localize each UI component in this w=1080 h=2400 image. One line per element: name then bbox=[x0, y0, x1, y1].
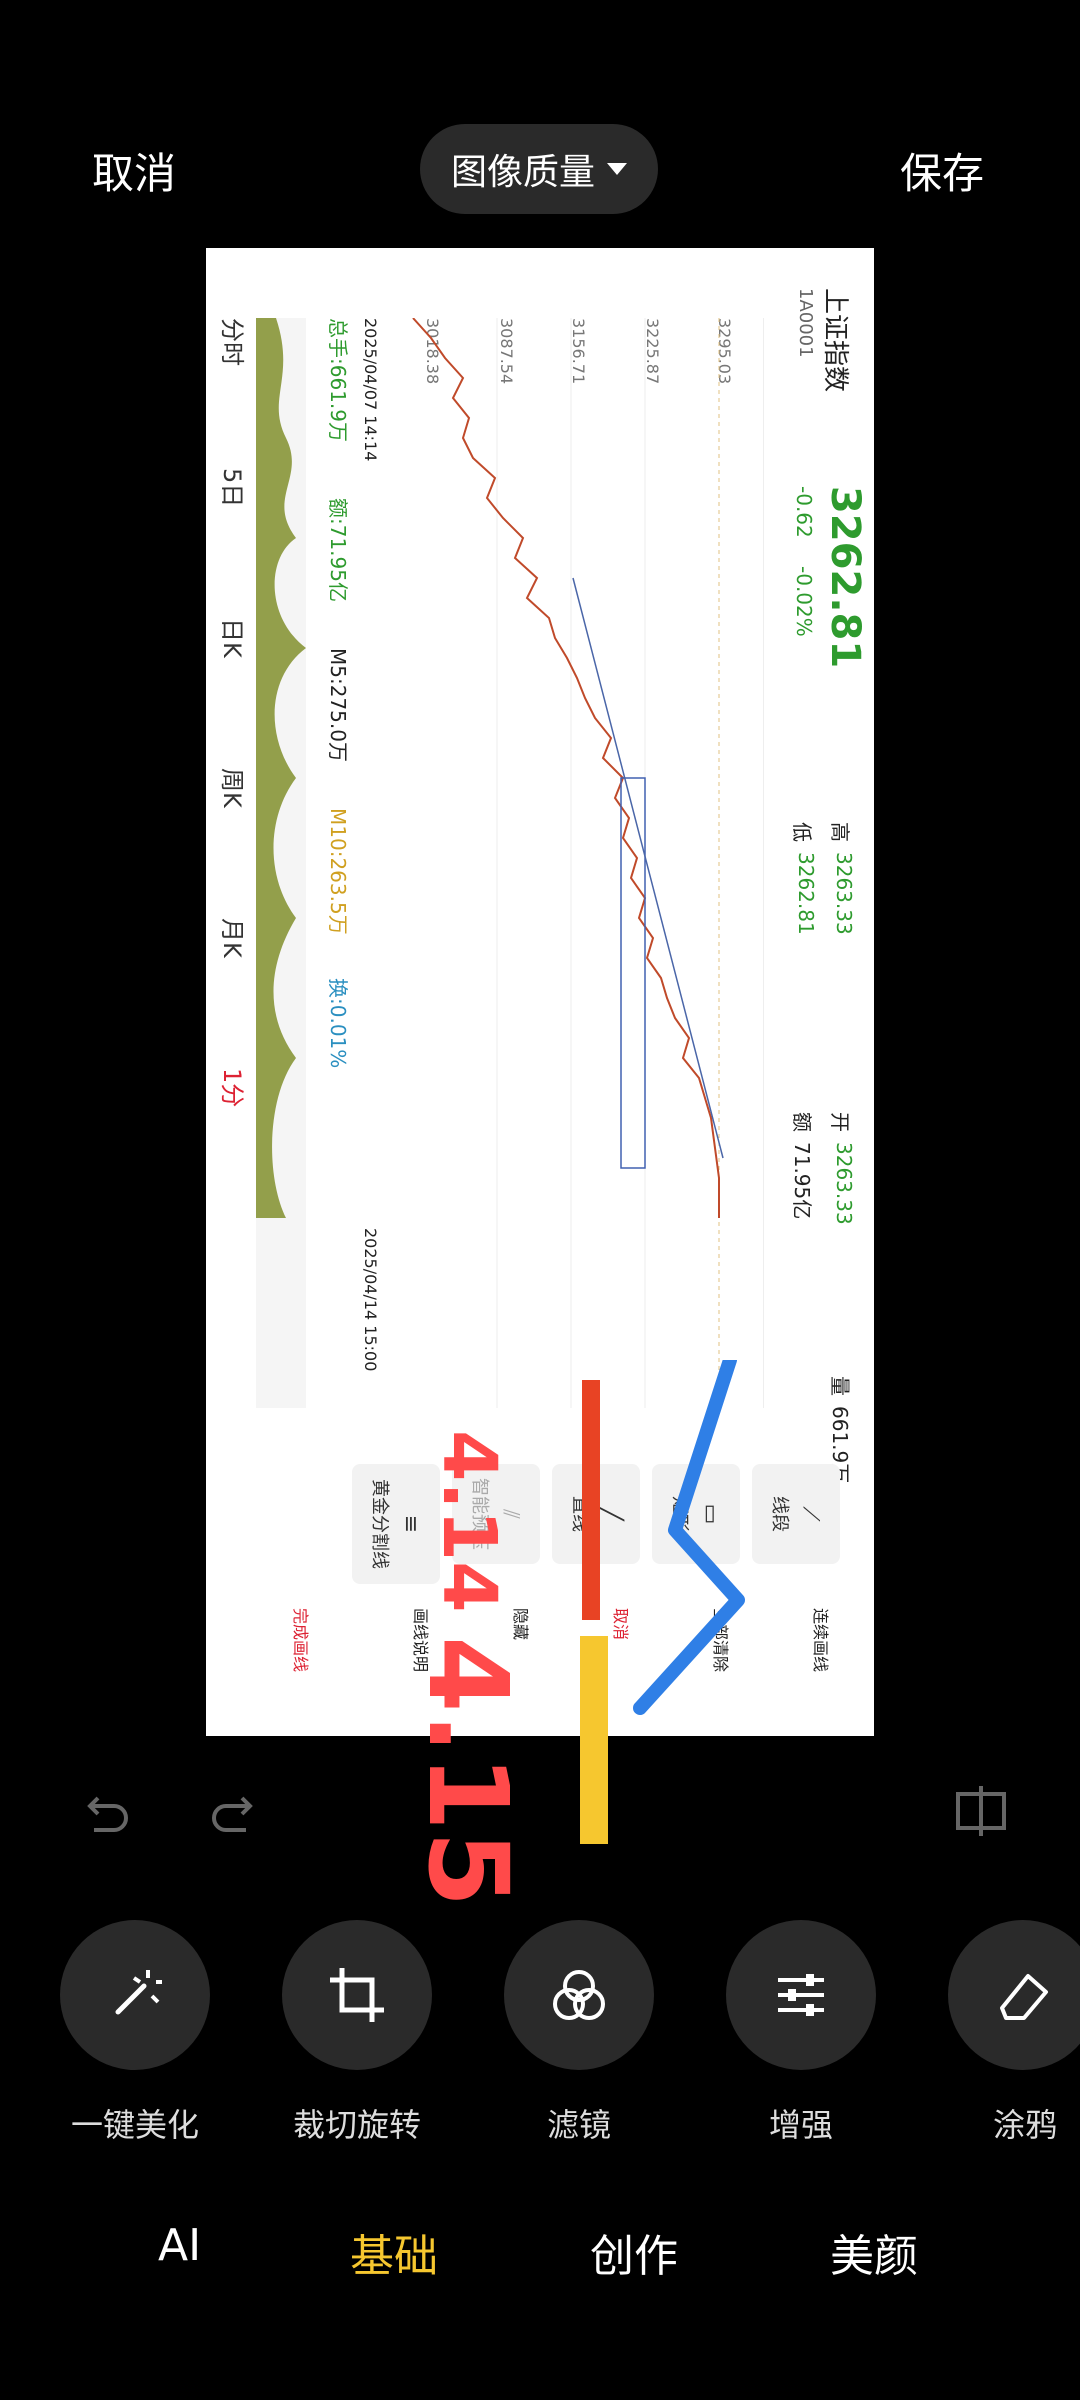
save-button[interactable]: 保存 bbox=[900, 149, 985, 198]
amount-value: 71.95亿 bbox=[790, 1142, 814, 1220]
compare-icon[interactable] bbox=[952, 1782, 1010, 1840]
undo-icon[interactable] bbox=[78, 1786, 134, 1842]
cancel-button[interactable]: 取消 bbox=[92, 149, 177, 198]
stock-name: 上证指数 bbox=[820, 288, 850, 393]
chevron-down-icon bbox=[607, 163, 627, 175]
tab-intraday[interactable]: 分时 bbox=[218, 318, 246, 366]
tab-basic[interactable]: 基础 bbox=[350, 2231, 438, 2282]
crop-rotate-button[interactable] bbox=[282, 1920, 432, 2070]
open-value: 3263.33 bbox=[832, 1142, 856, 1225]
photo-canvas[interactable]: 上证指数 1A0001 3262.81 -0.62 -0.02% 高 3263.… bbox=[206, 248, 874, 1736]
low-label: 低 bbox=[790, 822, 814, 842]
segment-icon: ⟋ bbox=[798, 1506, 824, 1522]
tab-create[interactable]: 创作 bbox=[590, 2231, 678, 2282]
overlay-date-414: 4.14 bbox=[426, 1430, 512, 1613]
redo-icon[interactable] bbox=[206, 1786, 262, 1842]
edit-tools-row: 一键美化 裁切旋转 滤镜 增强 涂鸦 bbox=[0, 1920, 1080, 2144]
start-date: 2025/04/07 14:14 bbox=[361, 318, 380, 462]
low-value: 3262.81 bbox=[794, 852, 818, 935]
price-chart-svg bbox=[412, 317, 724, 1408]
tab-beauty[interactable]: 美颜 bbox=[830, 2231, 918, 2282]
high-label: 高 bbox=[828, 822, 852, 842]
ma5: M5:275.0万 bbox=[326, 648, 350, 762]
enhance-label: 增强 bbox=[768, 2106, 833, 2144]
golden-icon: ≡ bbox=[398, 1514, 424, 1534]
stock-change: -0.62 bbox=[792, 486, 816, 538]
volume-label: 量 bbox=[828, 1376, 852, 1396]
filter-label: 滤镜 bbox=[546, 2106, 611, 2144]
rotated-stock-screenshot: 上证指数 1A0001 3262.81 -0.62 -0.02% 高 3263.… bbox=[206, 248, 874, 1736]
stock-price: 3262.81 bbox=[822, 486, 868, 669]
doodle-label: 涂鸦 bbox=[993, 2106, 1058, 2144]
volume-total: 总手:661.9万 bbox=[326, 318, 350, 442]
amount-label: 额 bbox=[790, 1112, 814, 1132]
volume-bars bbox=[256, 318, 306, 1408]
volume-amount: 额:71.95亿 bbox=[326, 498, 350, 602]
magic-wand-icon bbox=[115, 1970, 162, 2015]
overlay-date-415: 4.15 bbox=[404, 1636, 532, 1908]
doodle-button[interactable] bbox=[948, 1920, 1080, 2070]
eraser-icon bbox=[1000, 1974, 1048, 2020]
ma10: M10:263.5万 bbox=[326, 808, 350, 935]
end-date: 2025/04/14 15:00 bbox=[361, 1228, 380, 1372]
tool-continuous[interactable]: 连续画线 bbox=[811, 1608, 830, 1673]
open-label: 开 bbox=[828, 1112, 852, 1132]
tab-monthly[interactable]: 月K bbox=[218, 918, 246, 958]
filter-button[interactable] bbox=[504, 1920, 654, 2070]
tool-segment-label: 线段 bbox=[769, 1496, 791, 1532]
tab-5day[interactable]: 5日 bbox=[218, 468, 246, 508]
image-quality-label: 图像质量 bbox=[450, 152, 595, 193]
enhance-button[interactable] bbox=[726, 1920, 876, 2070]
tab-daily[interactable]: 日K bbox=[218, 618, 246, 658]
tab-weekly[interactable]: 周K bbox=[218, 768, 246, 808]
high-value: 3263.33 bbox=[832, 852, 856, 935]
blue-doodle-stroke bbox=[633, 1360, 745, 1715]
filter-icon bbox=[553, 1970, 605, 2020]
red-doodle-stroke bbox=[582, 1380, 600, 1620]
crop-rotate-label: 裁切旋转 bbox=[292, 2106, 421, 2144]
sliders-icon bbox=[778, 1974, 824, 2016]
stock-change-pct: -0.02% bbox=[792, 566, 816, 637]
turnover: 换:0.01% bbox=[326, 978, 350, 1069]
price-chart[interactable] bbox=[383, 317, 764, 1408]
category-tabs: AI 基础 创作 美颜 bbox=[0, 2220, 1080, 2320]
auto-beautify-button[interactable] bbox=[60, 1920, 210, 2070]
yellow-doodle-stroke bbox=[580, 1636, 608, 1844]
tool-done[interactable]: 完成画线 bbox=[291, 1608, 310, 1673]
crop-icon bbox=[330, 1968, 384, 2022]
auto-beautify-label: 一键美化 bbox=[70, 2106, 199, 2144]
tab-ai[interactable]: AI bbox=[158, 2220, 202, 2271]
image-quality-dropdown[interactable]: 图像质量 bbox=[420, 124, 658, 214]
tool-segment[interactable]: ⟋ 线段 bbox=[752, 1464, 840, 1564]
tool-golden-label: 黄金分割线 bbox=[369, 1479, 391, 1569]
tab-1min[interactable]: 1分 bbox=[218, 1068, 246, 1108]
top-bar: 取消 图像质量 保存 bbox=[0, 0, 1080, 260]
stock-code: 1A0001 bbox=[795, 288, 816, 358]
